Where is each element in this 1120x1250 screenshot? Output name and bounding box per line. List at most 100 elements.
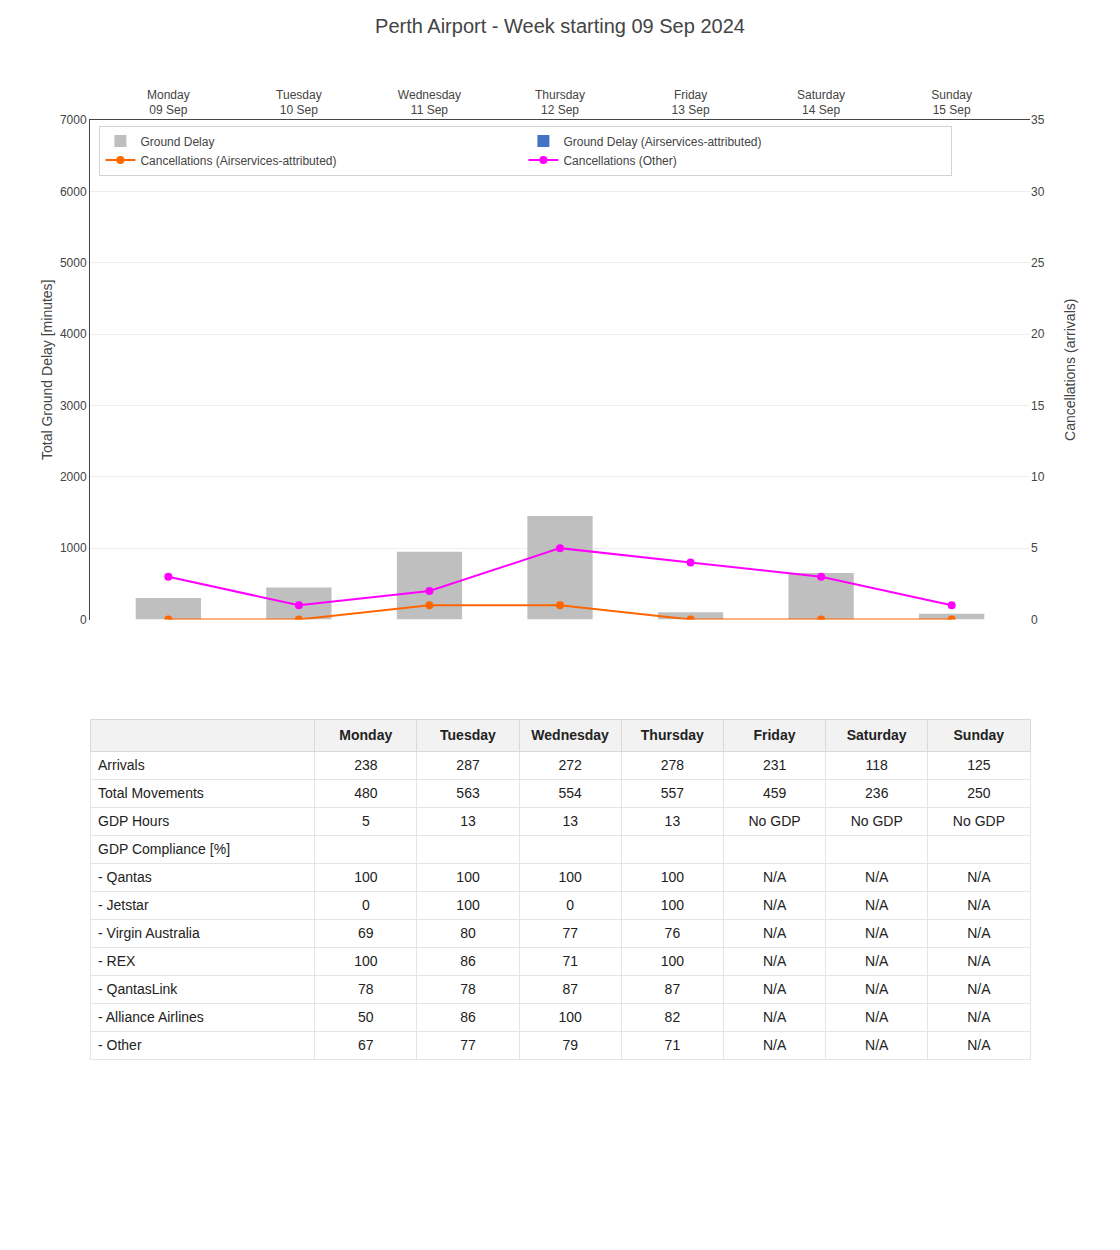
svg-text:100: 100	[456, 897, 480, 913]
svg-text:Perth Airport - Week starting: Perth Airport - Week starting 09 Sep 202…	[375, 15, 745, 37]
svg-text:Saturday: Saturday	[847, 727, 907, 743]
svg-text:N/A: N/A	[967, 953, 991, 969]
svg-text:N/A: N/A	[763, 1037, 787, 1053]
svg-text:554: 554	[559, 785, 583, 801]
svg-text:71: 71	[665, 1037, 681, 1053]
svg-text:- QantasLink: - QantasLink	[98, 981, 178, 997]
svg-text:87: 87	[562, 981, 578, 997]
svg-text:- Qantas: - Qantas	[98, 869, 152, 885]
svg-text:100: 100	[661, 953, 685, 969]
svg-text:N/A: N/A	[865, 1009, 889, 1025]
svg-text:35: 35	[1031, 113, 1045, 127]
svg-text:3000: 3000	[60, 399, 87, 413]
svg-text:N/A: N/A	[967, 1009, 991, 1025]
svg-text:N/A: N/A	[763, 897, 787, 913]
svg-text:Cancellations (Other): Cancellations (Other)	[563, 154, 676, 168]
svg-text:Cancellations (arrivals): Cancellations (arrivals)	[1062, 299, 1078, 441]
svg-text:5000: 5000	[60, 256, 87, 270]
svg-text:Thursday12 Sep: Thursday12 Sep	[535, 88, 585, 118]
svg-text:20: 20	[1031, 327, 1045, 341]
svg-text:N/A: N/A	[865, 869, 889, 885]
svg-text:No GDP: No GDP	[851, 813, 903, 829]
svg-text:10: 10	[1031, 470, 1045, 484]
svg-text:Friday: Friday	[753, 727, 795, 743]
svg-text:N/A: N/A	[865, 925, 889, 941]
svg-text:Arrivals: Arrivals	[98, 757, 145, 773]
svg-text:Total Movements: Total Movements	[98, 785, 204, 801]
svg-text:N/A: N/A	[763, 981, 787, 997]
svg-text:87: 87	[665, 981, 681, 997]
svg-text:Sunday15 Sep: Sunday15 Sep	[931, 88, 972, 118]
svg-text:- REX: - REX	[98, 953, 136, 969]
svg-text:5: 5	[362, 813, 370, 829]
svg-text:13: 13	[665, 813, 681, 829]
svg-text:557: 557	[661, 785, 685, 801]
svg-text:100: 100	[559, 869, 583, 885]
svg-text:4000: 4000	[60, 327, 87, 341]
svg-text:563: 563	[456, 785, 480, 801]
svg-text:100: 100	[661, 869, 685, 885]
svg-text:N/A: N/A	[967, 1037, 991, 1053]
svg-text:25: 25	[1031, 256, 1045, 270]
svg-text:GDP Hours: GDP Hours	[98, 813, 169, 829]
svg-text:N/A: N/A	[763, 869, 787, 885]
svg-text:100: 100	[354, 953, 378, 969]
svg-text:N/A: N/A	[967, 925, 991, 941]
svg-text:0: 0	[1031, 613, 1038, 627]
svg-text:287: 287	[456, 757, 480, 773]
svg-text:82: 82	[665, 1009, 681, 1025]
svg-text:272: 272	[559, 757, 583, 773]
svg-text:236: 236	[865, 785, 889, 801]
svg-text:100: 100	[354, 869, 378, 885]
svg-text:238: 238	[354, 757, 378, 773]
svg-text:50: 50	[358, 1009, 374, 1025]
svg-text:1000: 1000	[60, 541, 87, 555]
svg-text:No GDP: No GDP	[749, 813, 801, 829]
svg-text:86: 86	[460, 953, 476, 969]
svg-text:- Alliance Airlines: - Alliance Airlines	[98, 1009, 204, 1025]
svg-text:459: 459	[763, 785, 787, 801]
svg-text:Ground Delay (Airservices-attr: Ground Delay (Airservices-attributed)	[563, 135, 761, 149]
svg-text:71: 71	[562, 953, 578, 969]
svg-text:Thursday: Thursday	[641, 727, 704, 743]
svg-text:67: 67	[358, 1037, 374, 1053]
svg-text:- Virgin Australia: - Virgin Australia	[98, 925, 200, 941]
svg-text:Monday09 Sep: Monday09 Sep	[147, 88, 190, 118]
svg-text:N/A: N/A	[967, 981, 991, 997]
svg-text:5: 5	[1031, 541, 1038, 555]
svg-text:Tuesday10 Sep: Tuesday10 Sep	[276, 88, 322, 118]
svg-text:Saturday14 Sep: Saturday14 Sep	[797, 88, 845, 118]
svg-text:- Other: - Other	[98, 1037, 142, 1053]
svg-text:N/A: N/A	[865, 897, 889, 913]
svg-text:Friday13 Sep: Friday13 Sep	[672, 88, 710, 118]
svg-text:13: 13	[460, 813, 476, 829]
svg-text:80: 80	[460, 925, 476, 941]
svg-text:2000: 2000	[60, 470, 87, 484]
svg-text:7000: 7000	[60, 113, 87, 127]
svg-text:Wednesday: Wednesday	[531, 727, 609, 743]
svg-text:Monday: Monday	[339, 727, 392, 743]
svg-text:30: 30	[1031, 185, 1045, 199]
svg-text:278: 278	[661, 757, 685, 773]
svg-text:Total Ground Delay [minutes]: Total Ground Delay [minutes]	[39, 279, 55, 460]
svg-text:- Jetstar: - Jetstar	[98, 897, 149, 913]
svg-text:Tuesday: Tuesday	[440, 727, 496, 743]
svg-text:79: 79	[562, 1037, 578, 1053]
svg-text:N/A: N/A	[763, 1009, 787, 1025]
svg-text:78: 78	[460, 981, 476, 997]
svg-text:6000: 6000	[60, 185, 87, 199]
svg-text:78: 78	[358, 981, 374, 997]
svg-text:N/A: N/A	[763, 953, 787, 969]
svg-text:15: 15	[1031, 399, 1045, 413]
svg-text:86: 86	[460, 1009, 476, 1025]
svg-text:250: 250	[967, 785, 991, 801]
svg-text:0: 0	[80, 613, 87, 627]
svg-text:N/A: N/A	[865, 981, 889, 997]
svg-text:231: 231	[763, 757, 787, 773]
svg-text:N/A: N/A	[763, 925, 787, 941]
svg-text:77: 77	[562, 925, 578, 941]
svg-text:77: 77	[460, 1037, 476, 1053]
svg-text:480: 480	[354, 785, 378, 801]
svg-text:100: 100	[559, 1009, 583, 1025]
svg-text:N/A: N/A	[967, 897, 991, 913]
